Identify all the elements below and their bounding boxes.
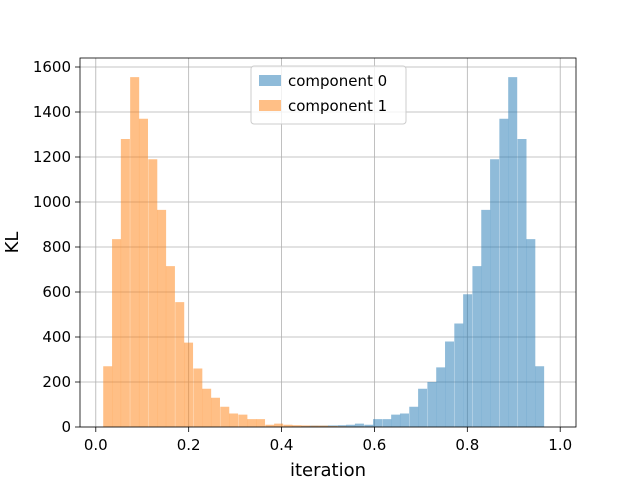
y-axis-title: KL	[2, 232, 23, 254]
histogram-bar-series-0	[427, 382, 437, 427]
histogram-bar-series-0	[499, 118, 509, 427]
histogram-bar-series-0	[337, 425, 347, 427]
histogram-bar-series-1	[130, 77, 140, 427]
histogram-bar-series-0	[382, 419, 392, 427]
histogram-bar-series-0	[472, 266, 482, 427]
y-tick-label: 1400	[33, 103, 71, 121]
histogram-bar-series-1	[292, 425, 302, 427]
histogram-bar-series-0	[436, 367, 446, 427]
histogram-bar-series-1	[184, 342, 194, 427]
histogram-bar-series-1	[220, 406, 230, 427]
plot-frame	[79, 57, 577, 428]
histogram-bar-series-1	[112, 239, 122, 427]
histogram-bar-series-1	[148, 159, 158, 427]
histogram-bar-series-0	[445, 341, 455, 427]
histogram-bar-series-0	[454, 323, 464, 427]
y-tick-label: 800	[42, 238, 71, 256]
axis-ticks: 0.0 0.2 0.4 0.6 0.8 1.0 0 200 400 600 800 1000 1200 1…	[33, 58, 572, 454]
legend-box	[250, 65, 407, 125]
histogram-bar-series-0	[463, 294, 473, 427]
histogram-bar-series-0	[346, 424, 356, 427]
y-tick-label: 600	[42, 283, 71, 301]
histogram-bar-series-1	[103, 366, 113, 427]
histogram-bar-series-1	[265, 424, 275, 427]
x-tick-label: 0.8	[455, 436, 479, 454]
histogram-bar-series-0	[364, 424, 374, 427]
histogram-bar-series-0	[373, 419, 383, 427]
legend-swatch-series-0	[259, 75, 281, 86]
x-tick-label: 1.0	[548, 436, 572, 454]
histogram-bar-series-0	[490, 159, 500, 427]
histogram-bar-series-0	[399, 413, 409, 427]
histogram-bar-series-1	[256, 419, 266, 427]
histogram-bar-series-0	[354, 423, 364, 427]
histogram-bar-series-0	[508, 77, 518, 427]
histogram-bar-series-1	[274, 423, 284, 427]
legend-label-series-0: component 0	[288, 72, 387, 90]
y-tick-label: 200	[42, 373, 71, 391]
histogram-bar-series-1	[238, 414, 248, 427]
histogram-bar-series-0	[391, 414, 401, 427]
histogram-bar-series-1	[193, 368, 203, 427]
y-tick-label: 1000	[33, 193, 71, 211]
histogram-bar-series-1	[310, 425, 320, 427]
legend: component 0 component 1	[250, 65, 407, 125]
histogram-bar-series-0	[535, 366, 545, 427]
histogram-bars	[103, 77, 545, 427]
histogram-bar-series-1	[301, 425, 311, 427]
histogram-bar-series-1	[210, 397, 220, 427]
x-tick-label: 0.0	[84, 436, 108, 454]
x-tick-label: 0.2	[177, 436, 201, 454]
histogram-bar-series-1	[328, 426, 338, 427]
histogram-bar-series-1	[120, 139, 130, 427]
y-tick-label: 0	[61, 418, 71, 436]
histogram-bar-series-0	[517, 139, 527, 427]
histogram-bar-series-0	[526, 239, 536, 427]
legend-label-series-1: component 1	[288, 97, 387, 115]
histogram-bar-series-1	[175, 302, 185, 427]
y-tick-label: 400	[42, 328, 71, 346]
legend-swatch-series-1	[259, 100, 281, 111]
histogram-bar-series-0	[481, 209, 491, 427]
histogram-bar-series-1	[157, 209, 167, 427]
histogram-bar-series-1	[247, 419, 257, 427]
histogram-bar-series-0	[409, 406, 419, 427]
x-tick-label: 0.4	[270, 436, 294, 454]
histogram-bar-series-1	[283, 424, 293, 427]
histogram-bar-series-1	[138, 118, 148, 427]
histogram-bar-series-1	[319, 425, 329, 427]
histogram-bar-series-0	[418, 388, 428, 427]
histogram-bar-series-1	[202, 388, 212, 427]
y-tick-label: 1600	[33, 58, 71, 76]
x-axis-title: iteration	[290, 460, 366, 480]
histogram-bar-series-1	[229, 413, 239, 427]
histogram-bar-series-1	[165, 266, 175, 427]
y-tick-label: 1200	[33, 148, 71, 166]
x-tick-label: 0.6	[363, 436, 387, 454]
